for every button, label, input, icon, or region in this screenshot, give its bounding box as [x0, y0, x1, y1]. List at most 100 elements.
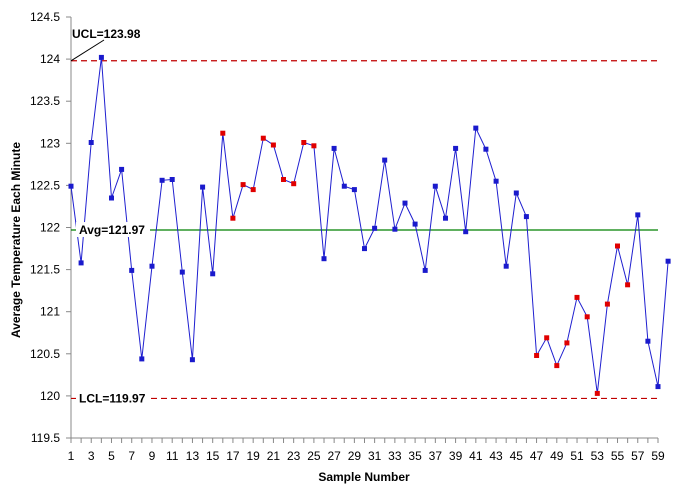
y-tick-label: 120.5 [30, 347, 60, 361]
point-marker [159, 177, 165, 183]
point-marker [655, 384, 661, 390]
x-tick-label: 21 [267, 449, 281, 463]
point-marker [443, 215, 448, 221]
x-tick-label: 23 [287, 449, 301, 463]
x-tick-label: 33 [388, 449, 402, 463]
flagged-point-marker [604, 301, 610, 307]
flagged-point-marker [594, 390, 600, 396]
y-tick-label: 123 [40, 136, 60, 150]
flagged-point-marker [250, 187, 256, 193]
point-marker [119, 166, 125, 172]
point-marker [372, 225, 378, 231]
point-marker [139, 356, 145, 362]
x-tick-label: 49 [550, 449, 564, 463]
point-marker [412, 221, 418, 227]
flagged-point-marker [260, 135, 266, 141]
point-marker [109, 195, 114, 201]
point-marker [665, 258, 671, 264]
point-marker [98, 54, 104, 60]
y-tick-label: 122 [40, 221, 60, 235]
flagged-point-marker [625, 282, 631, 288]
point-marker [463, 229, 469, 235]
x-tick-label: 7 [128, 449, 135, 463]
point-marker [210, 271, 216, 277]
y-tick-label: 120 [40, 389, 60, 403]
avg-label-bg [76, 222, 150, 238]
point-marker [392, 226, 398, 232]
avg-label: Avg=121.97 [79, 223, 145, 237]
flagged-point-marker [220, 130, 226, 136]
x-tick-label: 41 [469, 449, 483, 463]
point-marker [432, 183, 438, 189]
point-marker [129, 267, 135, 273]
reference-labels: UCL=123.98 Avg=121.97 LCL=119.97 [70, 27, 150, 406]
ucl-label: UCL=123.98 [72, 27, 141, 41]
x-tick-label: 15 [206, 449, 220, 463]
flagged-point-marker [534, 353, 540, 358]
point-marker [503, 263, 509, 269]
x-tick-label: 3 [88, 449, 95, 463]
x-tick-label: 5 [108, 449, 115, 463]
point-marker [321, 256, 327, 262]
x-tick-label: 17 [226, 449, 240, 463]
x-tick-label: 19 [246, 449, 260, 463]
ucl-leader-line [70, 39, 105, 62]
y-axis-title: Average Temperature Each Minute [9, 142, 23, 338]
point-marker [200, 184, 206, 190]
flagged-point-marker [544, 335, 550, 341]
point-marker [88, 140, 94, 145]
y-tick-label: 121 [40, 305, 60, 319]
point-marker [473, 125, 479, 131]
point-marker [382, 157, 388, 163]
axes: 119.5120120.5121121.5122122.5123123.5124… [30, 10, 665, 463]
flagged-point-marker [281, 177, 286, 182]
x-tick-label: 43 [489, 449, 503, 463]
point-marker [402, 200, 408, 206]
flagged-point-marker [584, 314, 590, 320]
flagged-point-marker [574, 294, 580, 300]
y-tick-label: 122.5 [30, 178, 60, 192]
point-marker [523, 214, 529, 220]
reference-lines [71, 60, 658, 400]
point-marker [351, 187, 357, 193]
point-marker [341, 183, 347, 189]
point-marker [362, 246, 367, 252]
x-tick-label: 55 [611, 449, 625, 463]
flagged-point-marker [615, 243, 620, 249]
x-tick-label: 47 [530, 449, 544, 463]
x-tick-label: 51 [570, 449, 584, 463]
y-tick-label: 124 [40, 52, 60, 66]
x-axis-title: Sample Number [318, 470, 410, 484]
flagged-point-marker [311, 143, 317, 149]
point-marker [331, 145, 337, 151]
x-tick-label: 53 [591, 449, 605, 463]
x-tick-label: 27 [327, 449, 341, 463]
point-marker [169, 177, 175, 182]
data-markers [68, 54, 671, 396]
point-marker [493, 178, 499, 184]
x-tick-label: 31 [368, 449, 382, 463]
point-marker [513, 190, 519, 196]
y-tick-label: 123.5 [30, 94, 60, 108]
lcl-label-bg [76, 390, 148, 406]
point-marker [189, 357, 195, 363]
x-tick-label: 11 [166, 449, 179, 463]
x-tick-label: 1 [68, 449, 75, 463]
x-tick-label: 25 [307, 449, 321, 463]
x-tick-label: 39 [449, 449, 463, 463]
x-tick-label: 37 [429, 449, 443, 463]
x-tick-label: 29 [348, 449, 362, 463]
y-tick-label: 121.5 [30, 263, 60, 277]
x-tick-label: 35 [408, 449, 422, 463]
point-marker [149, 263, 155, 269]
lcl-label: LCL=119.97 [79, 391, 146, 405]
point-marker [483, 146, 489, 152]
point-marker [635, 212, 641, 218]
flagged-point-marker [301, 140, 307, 145]
data-series [70, 57, 669, 394]
x-tick-label: 57 [631, 449, 645, 463]
flagged-point-marker [240, 182, 246, 188]
point-marker [78, 260, 84, 266]
point-marker [68, 183, 74, 189]
